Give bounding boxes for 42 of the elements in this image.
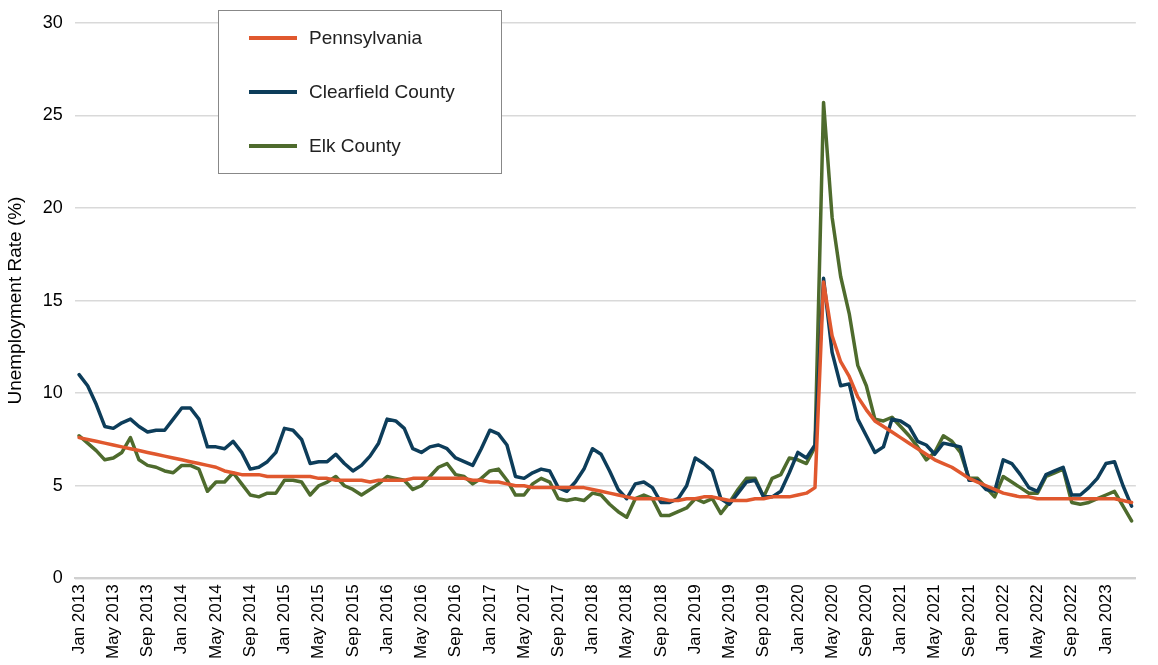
x-tick-label: Sep 2014	[239, 584, 259, 658]
y-axis-title: Unemployment Rate (%)	[3, 196, 25, 405]
x-tick-label: Sep 2021	[958, 584, 978, 658]
y-tick-label: 25	[42, 104, 63, 125]
x-tick-label: Jan 2014	[171, 584, 191, 655]
x-tick-label: May 2017	[513, 584, 533, 660]
x-tick-label: Jan 2015	[274, 584, 294, 655]
x-tick-label: Jan 2023	[1095, 584, 1115, 655]
x-tick-label: Jan 2018	[582, 584, 602, 655]
x-tick-label: Jan 2021	[890, 584, 910, 655]
x-tick-label: Jan 2019	[684, 584, 704, 655]
x-tick-label: Sep 2017	[547, 584, 567, 658]
x-tick-label: May 2021	[924, 584, 944, 660]
legend-label: Clearfield County	[309, 81, 455, 103]
x-tick-label: Sep 2016	[445, 584, 465, 658]
x-tick-label: Sep 2020	[856, 584, 876, 658]
y-tick-label: 10	[42, 382, 63, 403]
y-tick-label: 5	[52, 474, 63, 495]
x-tick-label: May 2020	[821, 584, 841, 660]
x-tick-label: May 2014	[205, 584, 225, 660]
y-tick-label: 0	[52, 567, 63, 588]
legend-label: Pennsylvania	[309, 27, 423, 49]
x-tick-label: Sep 2018	[650, 584, 670, 658]
legend-label: Elk County	[309, 135, 401, 157]
x-tick-label: May 2022	[1027, 584, 1047, 660]
x-tick-label: Sep 2015	[342, 584, 362, 658]
x-tick-label: May 2013	[103, 584, 123, 660]
x-tick-label: May 2015	[308, 584, 328, 660]
x-tick-label: Sep 2019	[753, 584, 773, 658]
x-tick-label: Jan 2017	[479, 584, 499, 655]
x-tick-label: May 2016	[411, 584, 431, 660]
x-tick-label: Sep 2013	[137, 584, 157, 658]
x-tick-label: May 2019	[719, 584, 739, 660]
x-tick-label: May 2018	[616, 584, 636, 660]
y-tick-label: 15	[42, 289, 63, 310]
y-tick-label: 20	[42, 196, 63, 217]
x-tick-label: Jan 2020	[787, 584, 807, 655]
x-tick-label: Jan 2022	[992, 584, 1012, 655]
y-tick-label: 30	[42, 11, 63, 32]
x-tick-label: Sep 2022	[1061, 584, 1081, 658]
x-tick-label: Jan 2013	[68, 584, 88, 655]
x-tick-label: Jan 2016	[376, 584, 396, 655]
